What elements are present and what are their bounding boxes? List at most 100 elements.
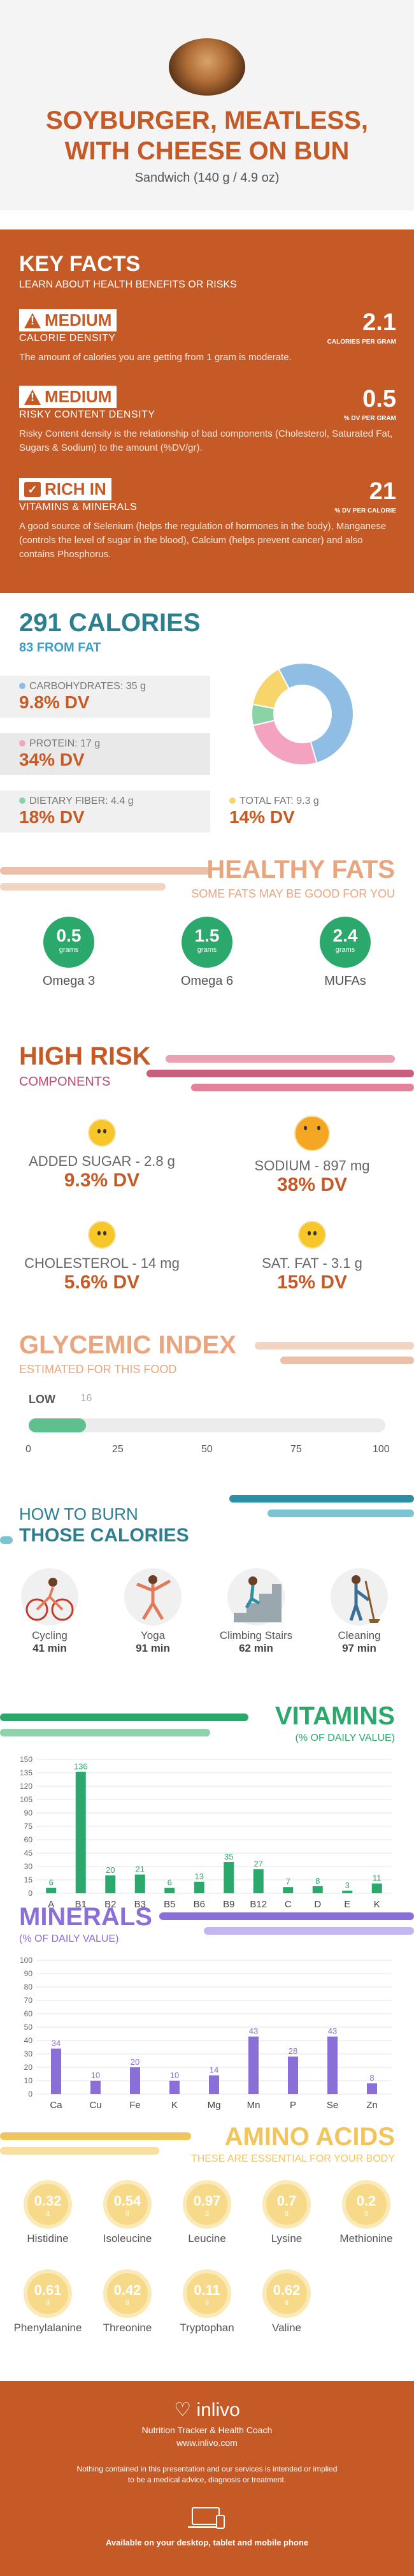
donut-slice-carbohydrates xyxy=(278,662,354,764)
soyburger-image xyxy=(169,38,245,96)
decor-bar xyxy=(166,1055,395,1063)
disclaimer-2: to be a medical advice, diagnosis or tre… xyxy=(127,2475,287,2484)
decor-bar xyxy=(159,1912,414,1920)
vitamins-title: VITAMINS xyxy=(275,1702,395,1730)
burn-title-1: HOW TO BURN xyxy=(19,1504,138,1524)
calories-from-fat: 83 FROM FAT xyxy=(19,641,101,655)
x-tick-label: Mn xyxy=(247,2100,261,2111)
minerals-bar-chart: 0 10 20 30 40 50 60 70 80 90 100 34 Ca 10 Cu 20 Fe 10 K 14 M… xyxy=(20,1956,392,2111)
amino-phenylalanine: 0.61 g Phenylalanine xyxy=(10,2269,86,2334)
amino-threonine: 0.42 g Threonine xyxy=(89,2269,166,2334)
glycemic-track xyxy=(29,1418,385,1432)
decor-bar xyxy=(0,1536,13,1544)
tick-label: 25 xyxy=(112,1444,124,1455)
y-tick-label: 135 xyxy=(20,1768,32,1777)
bar-value-label: 34 xyxy=(52,2039,61,2048)
bar-b5 xyxy=(164,1888,175,1893)
serving-size: Sandwich (140 g / 4.9 oz) xyxy=(134,171,280,185)
macro-dv: 18% DV xyxy=(19,807,85,827)
bar-b3 xyxy=(134,1874,145,1893)
x-tick-label: B2 xyxy=(104,1899,116,1910)
fact-label: RISKY CONTENT DENSITY xyxy=(19,409,155,420)
fact-description: The amount of calories you are getting f… xyxy=(19,352,292,363)
footer-url[interactable]: www.inlivo.com xyxy=(176,2438,238,2448)
yoga-icon xyxy=(124,1568,182,1626)
bar-a xyxy=(46,1888,57,1893)
bar-fe xyxy=(130,2067,140,2094)
x-tick-label: B9 xyxy=(223,1899,234,1910)
donut-slice-protein xyxy=(252,719,318,766)
x-tick-label: K xyxy=(171,2100,178,2111)
bar-c xyxy=(283,1887,294,1893)
decor-bar xyxy=(0,2147,159,2155)
bar-value-label: 20 xyxy=(131,2057,139,2067)
tick-label: 100 xyxy=(373,1444,390,1455)
x-tick-label: D xyxy=(314,1899,321,1910)
minerals-section: MINERALS (% OF DAILY VALUE) 0 10 20 30 40 50 6… xyxy=(0,1903,414,2113)
fact-unit: CALORIES PER GRAM xyxy=(327,338,396,346)
bar-b12 xyxy=(253,1869,264,1893)
amino-isoleucine: 0.54 g Isoleucine xyxy=(89,2180,166,2245)
level-badge: ! MEDIUM xyxy=(19,386,117,408)
macro-protein: PROTEIN: 17 g 34% DV xyxy=(0,733,210,775)
macro-dv: 14% DV xyxy=(229,807,295,827)
x-tick-label: B5 xyxy=(164,1899,175,1910)
bar-mg xyxy=(209,2075,219,2094)
macro-fiber: DIETARY FIBER: 4.4 g 18% DV xyxy=(0,790,210,833)
fact-value: 0.5 xyxy=(362,386,396,412)
y-tick-label: 150 xyxy=(20,1755,32,1764)
amino-subtitle: THESE ARE ESSENTIAL FOR YOUR BODY xyxy=(190,2153,395,2164)
amino-title: AMINO ACIDS xyxy=(224,2123,395,2151)
legend-dot xyxy=(19,740,25,746)
x-tick-label: Zn xyxy=(366,2100,378,2111)
fact-unit: % DV PER CALORIE xyxy=(334,507,396,514)
x-tick-label: B3 xyxy=(134,1899,146,1910)
burn-cycling: Cycling 41 min xyxy=(5,1568,94,1655)
fact-label: VITAMINS & MINERALS xyxy=(19,502,138,513)
bar-value-label: 43 xyxy=(328,2027,337,2036)
amino-tryptophan: 0.11 g Tryptophan xyxy=(169,2269,245,2334)
bar-d xyxy=(312,1886,323,1893)
x-tick-label: C xyxy=(285,1899,292,1910)
risky-content-fact: ! MEDIUM RISKY CONTENT DENSITY 0.5 % DV P… xyxy=(19,386,396,455)
bar-value-label: 7 xyxy=(286,1877,290,1886)
healthy-fats-section: HEALTHY FATS SOME FATS MAY BE GOOD FOR Y… xyxy=(0,848,414,1007)
fact-description: Risky Content density is the relationshi… xyxy=(19,428,393,453)
brand-logo[interactable]: ♡ inlivo xyxy=(174,2399,240,2420)
vitamins-minerals-fact: ✓ RICH IN VITAMINS & MINERALS 21 % DV PER… xyxy=(19,478,396,562)
check-icon: ✓ xyxy=(24,482,41,497)
decor-bar xyxy=(0,1714,248,1721)
available-note: Available on your desktop, tablet and mo… xyxy=(105,2538,309,2547)
calorie-density-fact: ! MEDIUM CALORIE DENSITY 2.1 CALORIES PER… xyxy=(19,309,396,365)
key-facts-section: KEY FACTS LEARN ABOUT HEALTH BENEFITS OR… xyxy=(0,229,414,593)
x-tick-label: Ca xyxy=(50,2100,62,2111)
bar-k xyxy=(371,1883,382,1893)
x-tick-label: Mg xyxy=(208,2100,221,2111)
legend-dot xyxy=(19,683,25,689)
bar-p xyxy=(288,2056,298,2094)
legend-dot xyxy=(19,797,25,804)
y-tick-label: 30 xyxy=(24,1862,33,1871)
smiley-icon xyxy=(294,1116,330,1151)
level-badge: ! MEDIUM xyxy=(19,309,117,331)
decor-bar xyxy=(191,1084,414,1091)
x-tick-label: Cu xyxy=(89,2100,101,2111)
x-tick-label: K xyxy=(374,1899,380,1910)
burn-title-2: THOSE CALORIES xyxy=(19,1525,189,1546)
y-tick-label: 30 xyxy=(24,2049,33,2058)
decor-bar xyxy=(0,867,210,875)
bar-value-label: 136 xyxy=(74,1762,88,1772)
decor-bar xyxy=(229,1495,414,1503)
fat-name: MUFAs xyxy=(324,974,366,988)
bar-k xyxy=(169,2081,180,2094)
legend-dot xyxy=(229,797,236,804)
heart-icon: ♡ xyxy=(174,2399,192,2420)
smiley-icon xyxy=(88,1221,116,1249)
x-tick-label: E xyxy=(344,1899,350,1910)
bar-b2 xyxy=(105,1875,116,1893)
bar-value-label: 13 xyxy=(195,1872,204,1881)
level-badge: ✓ RICH IN xyxy=(19,478,111,500)
y-tick-label: 90 xyxy=(24,1808,33,1817)
bar-value-label: 10 xyxy=(91,2070,100,2080)
bar-value-label: 11 xyxy=(373,1874,382,1883)
